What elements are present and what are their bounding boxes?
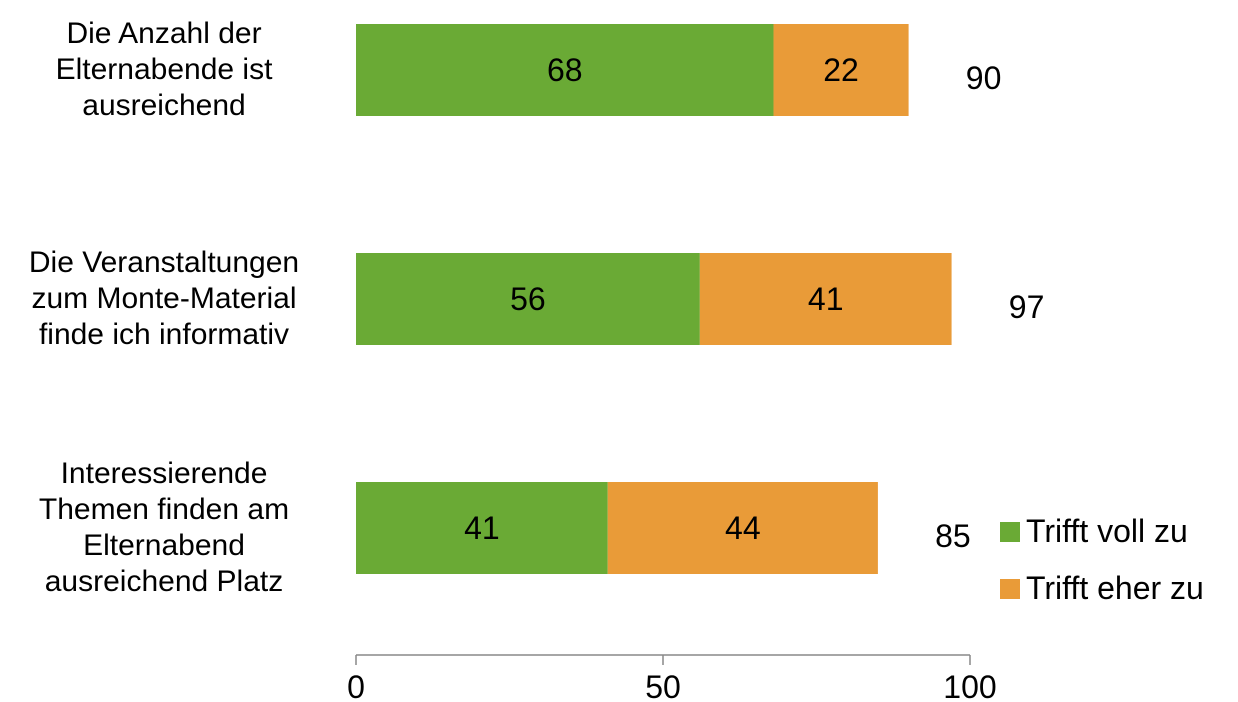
data-label-row3-series2: 44: [725, 510, 761, 546]
category-label-line: finde ich informativ: [38, 318, 290, 351]
category-label-line: Die Anzahl der: [66, 17, 262, 50]
bar-row1-series1: [356, 24, 774, 116]
category-label-row1: Die Anzahl der Elternabende ist ausreichen…: [4, 16, 324, 124]
legend-item-series-1: Trifft voll zu: [1000, 503, 1204, 560]
category-label-line: Elternabende ist: [55, 53, 273, 86]
category-label-line: ausreichend: [82, 89, 246, 122]
legend: Trifft voll zu Trifft eher zu: [1000, 503, 1204, 617]
legend-label-series-2: Trifft eher zu: [1026, 570, 1204, 606]
legend-label-series-1: Trifft voll zu: [1026, 513, 1188, 549]
x-tick-label: 100: [943, 669, 996, 702]
bar-row2-series2: [699, 253, 952, 345]
data-label-row1-series1: 68: [547, 52, 583, 88]
data-label-row2-series1: 56: [510, 281, 546, 317]
total-label-row2: 97: [1009, 289, 1045, 325]
x-tick-label: 0: [347, 669, 365, 702]
total-label-row3: 85: [935, 518, 971, 554]
data-label-row2-series2: 41: [808, 281, 844, 317]
legend-item-series-2: Trifft eher zu: [1000, 560, 1204, 617]
x-tick-label: 50: [645, 669, 681, 702]
bar-row3-series2: [607, 482, 878, 574]
category-label-line: ausreichend Platz: [44, 565, 284, 598]
legend-swatch-series-2: [1000, 578, 1020, 599]
bar-row2-series1: [356, 253, 700, 345]
category-label-row3: Interessierende Themen finden am Elternabe…: [4, 456, 324, 600]
data-label-row3-series1: 41: [464, 510, 500, 546]
total-label-row1: 90: [966, 60, 1002, 96]
category-label-line: Themen finden am: [38, 493, 290, 526]
bar-row3-series1: [356, 482, 608, 574]
category-label-line: zum Monte-Material: [31, 282, 297, 315]
category-label-line: Elternabend: [83, 529, 245, 562]
legend-swatch-series-1: [1000, 521, 1020, 542]
category-label-line: Interessierende: [60, 457, 268, 490]
category-label-line: Die Veranstaltungen: [28, 246, 300, 279]
category-label-row2: Die Veranstaltungen zum Monte-Material fin…: [4, 245, 324, 353]
data-label-row1-series2: 22: [823, 52, 859, 88]
bar-row1-series2: [773, 24, 909, 116]
